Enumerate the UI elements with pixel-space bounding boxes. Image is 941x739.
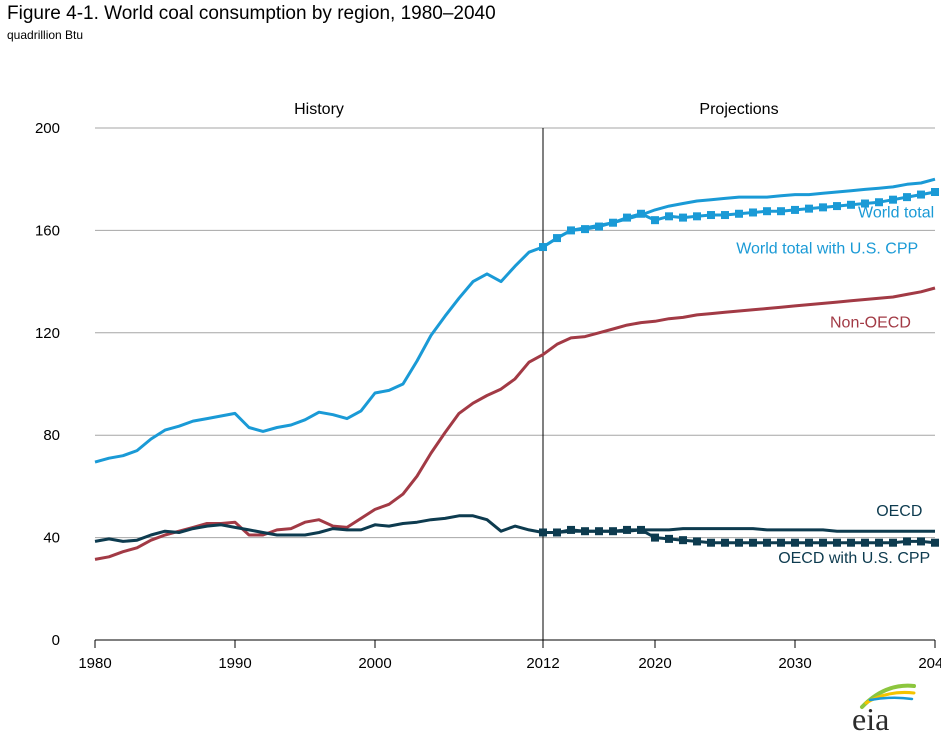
series-label-non-oecd: Non-OECD bbox=[830, 315, 911, 332]
series-marker-oecd-with-u-s-cpp bbox=[861, 538, 869, 547]
series-marker-world-total-with-u-s-cpp bbox=[595, 222, 603, 231]
region-label-projections: Projections bbox=[699, 101, 778, 118]
series-marker-world-total-with-u-s-cpp bbox=[581, 225, 589, 234]
series-marker-oecd-with-u-s-cpp bbox=[763, 538, 771, 547]
series-marker-world-total-with-u-s-cpp bbox=[539, 243, 547, 252]
y-axis-ticks: 0 40 80 120 160 200 bbox=[35, 120, 60, 649]
series-marker-world-total-with-u-s-cpp bbox=[931, 188, 939, 196]
y-tick-label-80: 80 bbox=[43, 427, 60, 444]
series-marker-world-total-with-u-s-cpp bbox=[763, 207, 771, 216]
eia-logo: eia bbox=[852, 683, 916, 737]
gridlines bbox=[95, 127, 935, 539]
series-label-oecd-with-u-s-cpp: OECD with U.S. CPP bbox=[778, 550, 930, 567]
series-marker-world-total-with-u-s-cpp bbox=[903, 193, 911, 202]
series-marker-oecd-with-u-s-cpp bbox=[833, 538, 841, 547]
series-marker-oecd-with-u-s-cpp bbox=[581, 527, 589, 536]
series-marker-world-total-with-u-s-cpp bbox=[567, 226, 575, 235]
logo-swoosh-blue bbox=[868, 696, 914, 702]
x-tick-label-2012: 2012 bbox=[526, 655, 559, 672]
series-marker-world-total-with-u-s-cpp bbox=[665, 212, 673, 221]
series-marker-oecd-with-u-s-cpp bbox=[595, 527, 603, 536]
series-marker-oecd-with-u-s-cpp bbox=[749, 538, 757, 547]
series-marker-world-total-with-u-s-cpp bbox=[833, 202, 841, 211]
series-line-world-total bbox=[94, 177, 936, 464]
series-marker-oecd-with-u-s-cpp bbox=[567, 525, 575, 534]
series-marker-world-total-with-u-s-cpp bbox=[553, 234, 561, 243]
series-labels: World total World total with U.S. CPP Non-… bbox=[736, 205, 934, 568]
series-marker-oecd-with-u-s-cpp bbox=[553, 528, 561, 537]
x-tick-label-2020: 2020 bbox=[638, 655, 671, 672]
region-label-history: History bbox=[294, 101, 344, 118]
series-marker-world-total-with-u-s-cpp bbox=[861, 199, 869, 208]
series-marker-oecd-with-u-s-cpp bbox=[791, 538, 799, 547]
series-marker-oecd-with-u-s-cpp bbox=[777, 538, 785, 547]
series-marker-oecd-with-u-s-cpp bbox=[819, 538, 827, 547]
series-marker-world-total-with-u-s-cpp bbox=[777, 207, 785, 216]
series-marker-world-total-with-u-s-cpp bbox=[805, 204, 813, 213]
x-tick-label-2040: 2040 bbox=[918, 655, 941, 672]
series-marker-oecd-with-u-s-cpp bbox=[721, 538, 729, 547]
y-tick-label-120: 120 bbox=[35, 325, 60, 342]
series-label-world-total-with-u-s-cpp: World total with U.S. CPP bbox=[736, 240, 918, 257]
series-marker-oecd-with-u-s-cpp bbox=[637, 525, 645, 534]
series-marker-world-total-with-u-s-cpp bbox=[707, 211, 715, 220]
series-marker-oecd-with-u-s-cpp bbox=[735, 538, 743, 547]
series-marker-oecd-with-u-s-cpp bbox=[707, 538, 715, 547]
series-marker-oecd-with-u-s-cpp bbox=[623, 525, 631, 534]
y-tick-label-40: 40 bbox=[43, 530, 60, 547]
series-marker-world-total-with-u-s-cpp bbox=[609, 218, 617, 227]
series-marker-world-total-with-u-s-cpp bbox=[889, 195, 897, 204]
series-marker-oecd-with-u-s-cpp bbox=[539, 528, 547, 537]
y-tick-label-0: 0 bbox=[52, 632, 60, 649]
series-marker-oecd-with-u-s-cpp bbox=[805, 538, 813, 547]
series-lines bbox=[94, 177, 939, 561]
y-tick-label-200: 200 bbox=[35, 120, 60, 137]
series-marker-world-total-with-u-s-cpp bbox=[651, 216, 659, 225]
x-tick-label-1990: 1990 bbox=[218, 655, 251, 672]
series-marker-world-total-with-u-s-cpp bbox=[791, 205, 799, 214]
series-marker-world-total-with-u-s-cpp bbox=[917, 190, 925, 199]
series-marker-oecd-with-u-s-cpp bbox=[693, 537, 701, 546]
x-tick-label-2030: 2030 bbox=[778, 655, 811, 672]
series-marker-world-total-with-u-s-cpp bbox=[721, 211, 729, 220]
series-marker-oecd-with-u-s-cpp bbox=[931, 538, 939, 547]
series-marker-world-total-with-u-s-cpp bbox=[819, 203, 827, 212]
series-line-oecd bbox=[94, 514, 935, 543]
series-marker-oecd-with-u-s-cpp bbox=[875, 538, 883, 547]
series-marker-world-total-with-u-s-cpp bbox=[623, 213, 631, 222]
series-marker-oecd-with-u-s-cpp bbox=[847, 538, 855, 547]
series-marker-world-total-with-u-s-cpp bbox=[735, 209, 743, 218]
region-labels: History Projections bbox=[294, 101, 778, 118]
series-marker-world-total-with-u-s-cpp bbox=[637, 209, 645, 218]
chart-title: Figure 4-1. World coal consumption by re… bbox=[7, 3, 496, 24]
series-marker-world-total-with-u-s-cpp bbox=[847, 200, 855, 209]
x-tick-label-2000: 2000 bbox=[358, 655, 391, 672]
series-marker-world-total-with-u-s-cpp bbox=[749, 208, 757, 217]
series-marker-oecd-with-u-s-cpp bbox=[665, 534, 673, 543]
series-line-non-oecd bbox=[94, 286, 936, 561]
series-marker-oecd-with-u-s-cpp bbox=[889, 538, 897, 547]
series-marker-world-total-with-u-s-cpp bbox=[875, 198, 883, 207]
series-marker-oecd-with-u-s-cpp bbox=[651, 533, 659, 542]
series-marker-oecd-with-u-s-cpp bbox=[917, 537, 925, 546]
series-marker-world-total-with-u-s-cpp bbox=[679, 213, 687, 222]
series-marker-world-total-with-u-s-cpp bbox=[693, 212, 701, 221]
x-tick-label-1980: 1980 bbox=[78, 655, 111, 672]
series-marker-oecd-with-u-s-cpp bbox=[679, 536, 687, 545]
series-marker-oecd-with-u-s-cpp bbox=[903, 537, 911, 546]
logo-text: eia bbox=[852, 701, 889, 737]
series-marker-oecd-with-u-s-cpp bbox=[609, 527, 617, 536]
series-label-oecd: OECD bbox=[876, 503, 922, 520]
chart-subtitle: quadrillion Btu bbox=[7, 28, 84, 42]
series-label-world-total: World total bbox=[858, 205, 934, 222]
x-axis: 1980 1990 2000 2012 2020 2030 2040 bbox=[78, 639, 941, 672]
y-tick-label-160: 160 bbox=[35, 222, 60, 239]
